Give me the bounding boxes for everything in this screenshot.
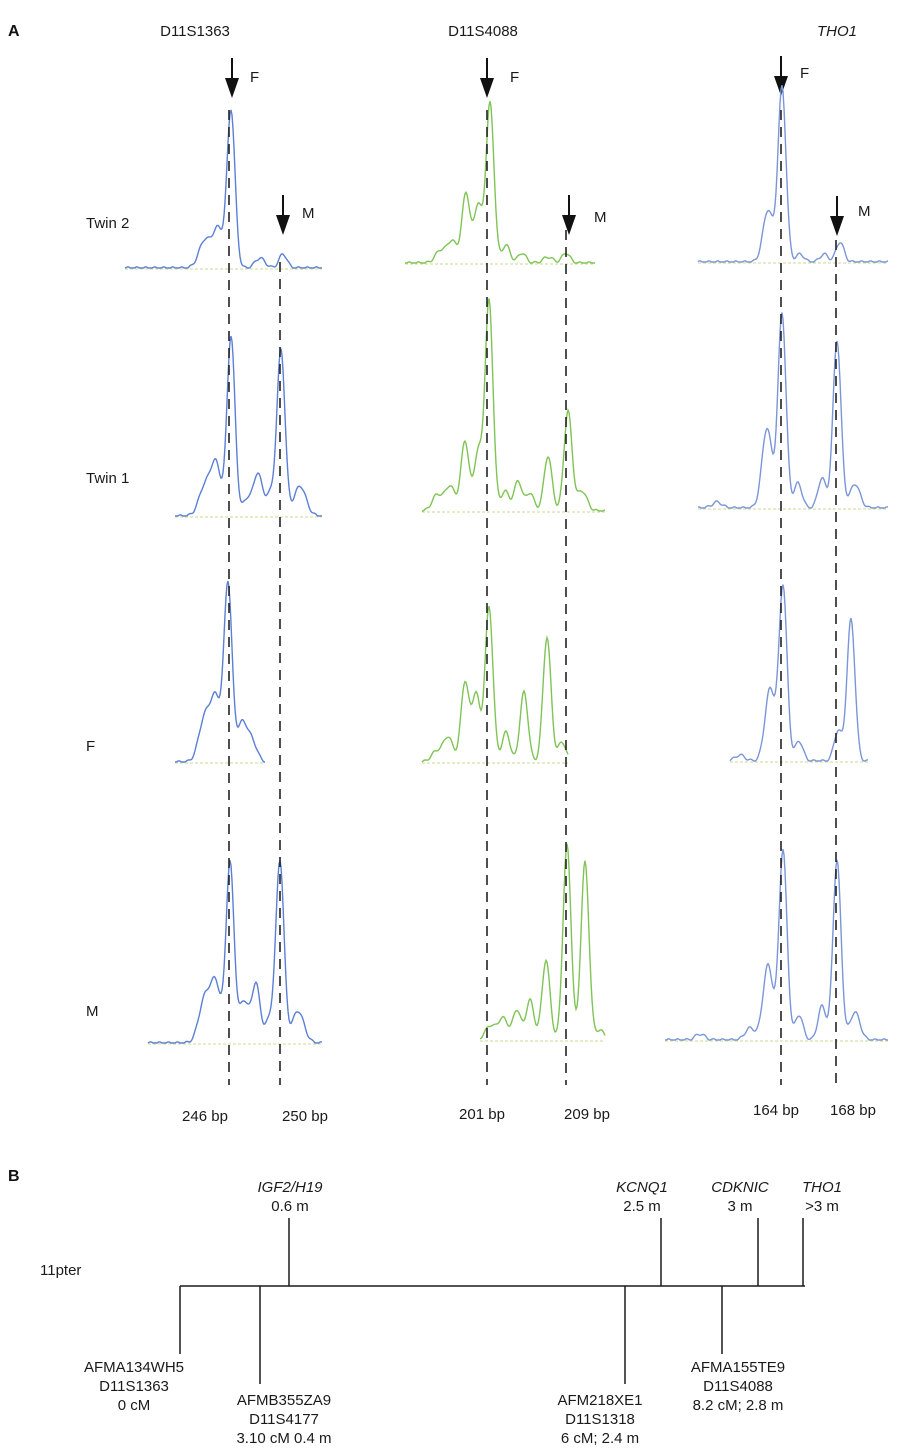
size-label-250: 250 bp bbox=[282, 1108, 328, 1125]
locus-igf2-name: IGF2/H19 bbox=[257, 1179, 323, 1196]
locus-b1-line3: 0 cM bbox=[118, 1397, 151, 1414]
row-label-twin2: Twin 2 bbox=[86, 215, 129, 232]
trace-1-row-2 bbox=[175, 580, 265, 763]
arrow-head-2 bbox=[480, 78, 494, 98]
trace-1-row-0 bbox=[124, 109, 322, 269]
locus-b4-line3: 8.2 cM; 2.8 m bbox=[693, 1397, 784, 1414]
arrow-head-3 bbox=[562, 215, 576, 235]
locus-cdknic-dist: 3 m bbox=[727, 1198, 752, 1215]
arrow-label-mother-5: M bbox=[858, 203, 871, 220]
size-label-168: 168 bp bbox=[830, 1102, 876, 1119]
locus-kcnq1-dist: 2.5 m bbox=[623, 1198, 661, 1215]
trace-2-row-7 bbox=[479, 843, 606, 1040]
allele-arrows: F M F M F M bbox=[225, 56, 871, 236]
arrow-head-0 bbox=[225, 78, 239, 98]
arrow-label-father-4: F bbox=[800, 65, 809, 82]
arrow-head-4 bbox=[774, 76, 788, 96]
locus-tho1-name: THO1 bbox=[802, 1179, 842, 1196]
size-label-164: 164 bp bbox=[753, 1102, 799, 1119]
locus-b1-line1: AFMA134WH5 bbox=[84, 1359, 184, 1376]
arrow-head-5 bbox=[830, 216, 844, 236]
trace-3-row-9 bbox=[698, 312, 889, 509]
locus-cdknic-name: CDKNIC bbox=[711, 1179, 769, 1196]
marker-header-2: D11S4088 bbox=[448, 23, 518, 40]
row-label-father: F bbox=[86, 738, 95, 755]
marker-header-3: THO1 bbox=[817, 23, 857, 40]
trace-2-row-6 bbox=[421, 606, 569, 763]
arrow-label-mother-3: M bbox=[594, 209, 607, 226]
locus-b2-line2: D11S4177 bbox=[249, 1411, 319, 1428]
arrow-head-1 bbox=[276, 215, 290, 235]
row-label-mother: M bbox=[86, 1003, 99, 1020]
trace-1-row-1 bbox=[175, 335, 323, 517]
locus-b4-line1: AFMA155TE9 bbox=[691, 1359, 785, 1376]
trace-3-row-11 bbox=[665, 849, 888, 1041]
locus-kcnq1-name: KCNQ1 bbox=[616, 1179, 668, 1196]
trace-3-row-10 bbox=[729, 584, 869, 762]
locus-igf2-dist: 0.6 m bbox=[271, 1198, 309, 1215]
row-label-twin1: Twin 1 bbox=[86, 470, 129, 487]
locus-b3-line2: D11S1318 bbox=[565, 1411, 635, 1428]
trace-2-row-4 bbox=[405, 101, 595, 264]
locus-tho1-dist: >3 m bbox=[805, 1198, 839, 1215]
allele-guide-lines bbox=[228, 110, 837, 1085]
locus-b3-line3: 6 cM; 2.4 m bbox=[561, 1430, 639, 1447]
trace-2-row-5 bbox=[422, 298, 606, 512]
size-label-201: 201 bp bbox=[459, 1106, 505, 1123]
panel-b-label: B bbox=[8, 1168, 20, 1185]
locus-b2-line3: 3.10 cM 0.4 m bbox=[236, 1430, 331, 1447]
size-label-246: 246 bp bbox=[182, 1108, 228, 1125]
locus-b4-line2: D11S4088 bbox=[703, 1378, 773, 1395]
locus-b2-line1: AFMB355ZA9 bbox=[237, 1392, 331, 1409]
arrow-label-father-2: F bbox=[510, 69, 519, 86]
panel-a-label: A bbox=[8, 23, 20, 40]
trace-1-row-3 bbox=[147, 860, 323, 1044]
size-label-209: 209 bp bbox=[564, 1106, 610, 1123]
locus-b1-line2: D11S1363 bbox=[99, 1378, 169, 1395]
trace-3-row-8 bbox=[697, 85, 889, 263]
electropherogram-traces bbox=[124, 85, 889, 1045]
marker-header-1: D11S1363 bbox=[160, 23, 230, 40]
arrow-label-mother-1: M bbox=[302, 205, 315, 222]
arrow-label-father-0: F bbox=[250, 69, 259, 86]
locus-b3-line1: AFM218XE1 bbox=[557, 1392, 642, 1409]
chromosome-label: 11pter bbox=[40, 1262, 81, 1279]
